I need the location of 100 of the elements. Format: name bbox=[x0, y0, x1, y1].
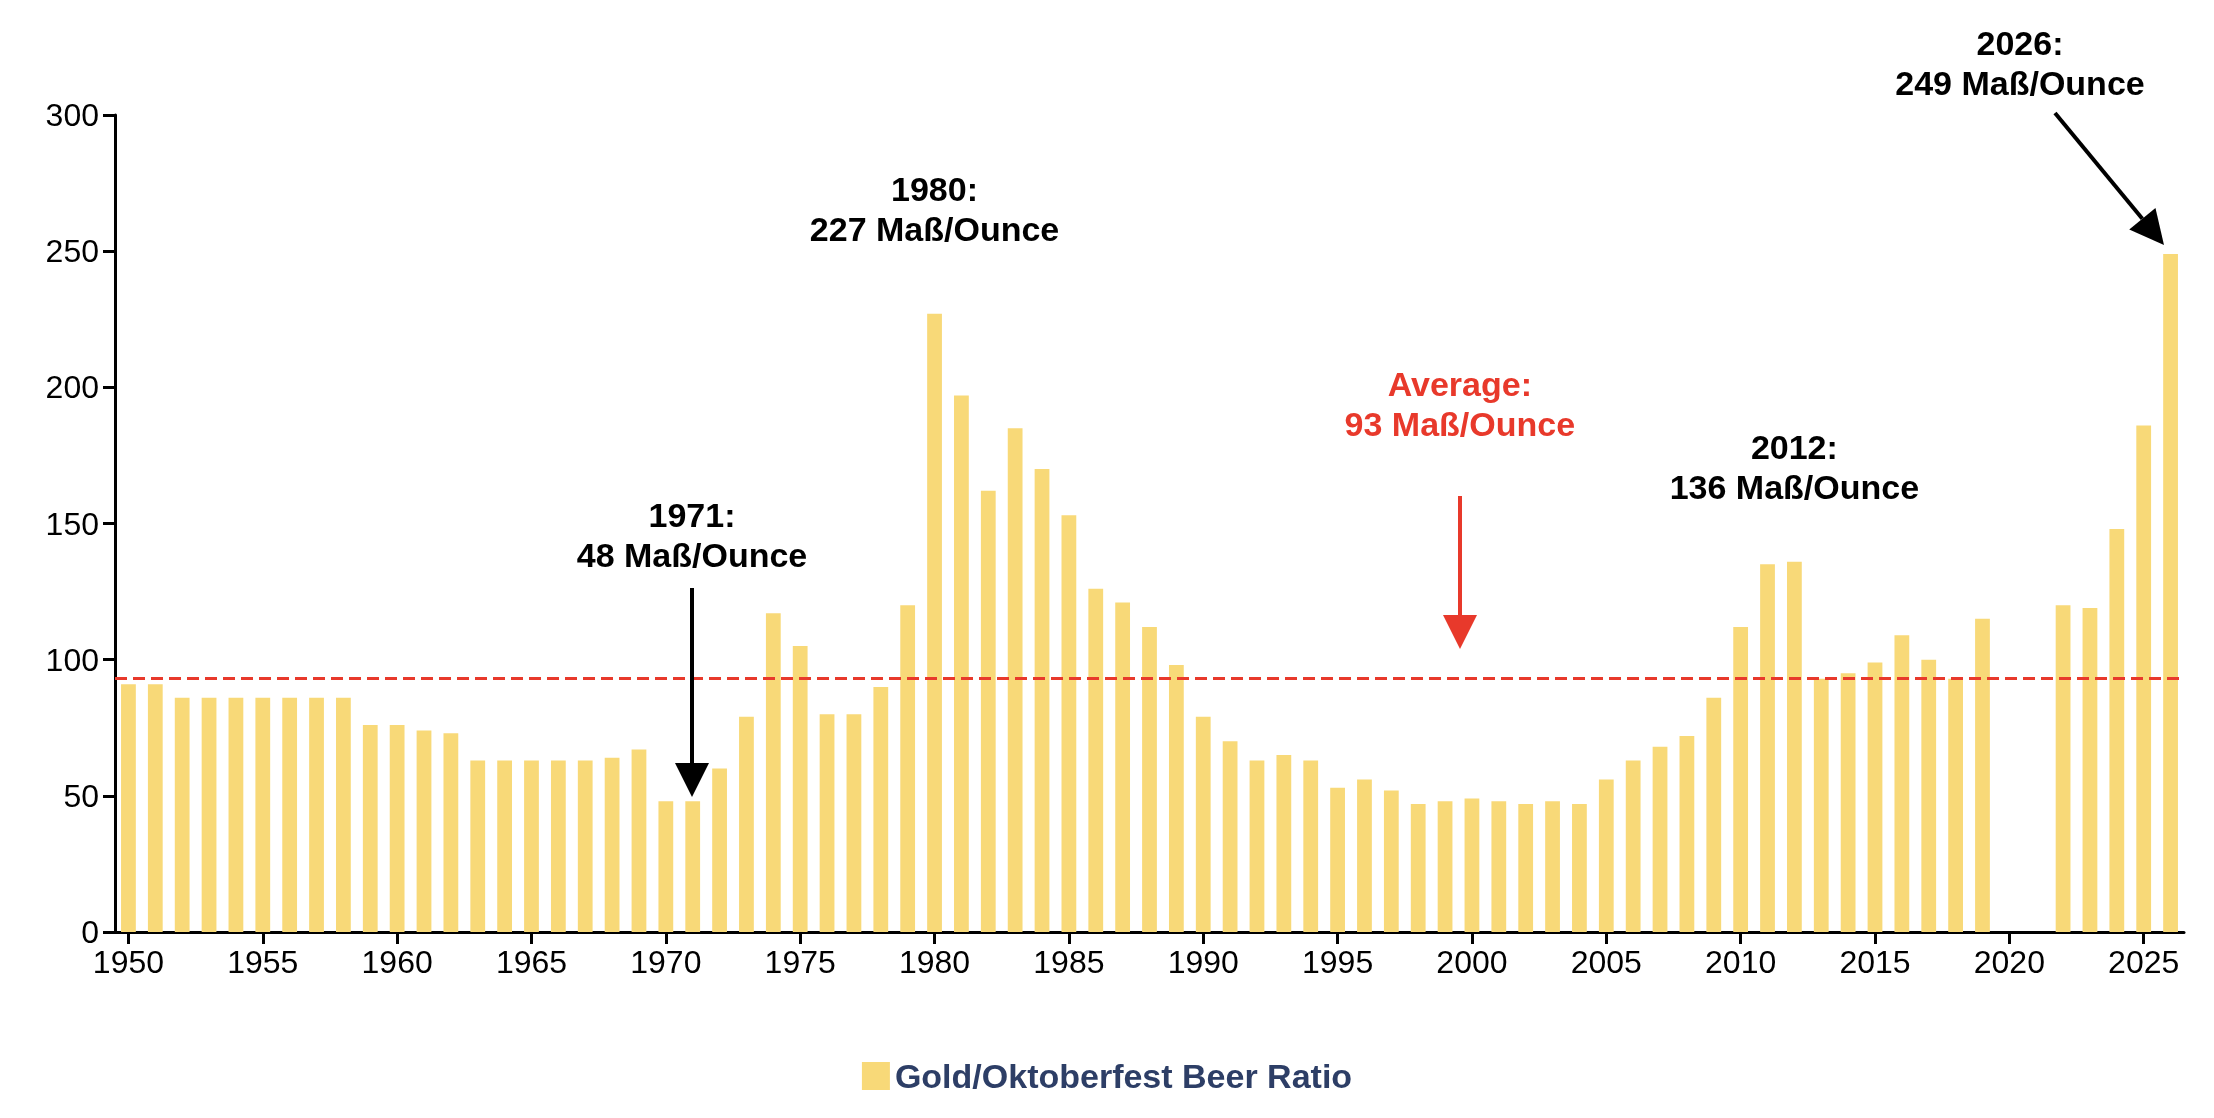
x-tick-label: 1995 bbox=[1302, 944, 1374, 980]
bar bbox=[201, 697, 217, 932]
bar bbox=[1760, 564, 1775, 932]
y-tick-label: 300 bbox=[45, 97, 99, 133]
bar bbox=[631, 749, 647, 932]
bar bbox=[685, 801, 701, 932]
x-tick-label: 2010 bbox=[1705, 944, 1777, 980]
bar bbox=[604, 757, 620, 932]
bar bbox=[174, 697, 190, 932]
bar bbox=[1652, 746, 1668, 932]
ref-line-label: Average: 93 Maß/Ounce bbox=[1344, 363, 1576, 444]
bar bbox=[1061, 515, 1077, 932]
bar bbox=[1518, 804, 1534, 932]
bar bbox=[1330, 787, 1345, 932]
bar bbox=[980, 490, 996, 932]
bar bbox=[577, 760, 593, 932]
y-tick-label: 200 bbox=[45, 369, 99, 406]
bar bbox=[1598, 779, 1614, 932]
bar bbox=[1276, 754, 1292, 932]
bar bbox=[1007, 428, 1023, 932]
bar bbox=[1115, 602, 1131, 932]
y-tick-label: 50 bbox=[63, 777, 99, 814]
bar bbox=[792, 646, 808, 932]
bar bbox=[121, 684, 136, 932]
bar bbox=[1249, 760, 1265, 932]
bar bbox=[1786, 561, 1802, 932]
bar bbox=[1679, 735, 1695, 932]
bar bbox=[1303, 760, 1319, 932]
bar bbox=[846, 714, 862, 932]
bar bbox=[819, 714, 835, 932]
bar bbox=[2082, 607, 2098, 932]
bar bbox=[927, 313, 942, 932]
bar bbox=[389, 725, 405, 932]
bar bbox=[1706, 697, 1722, 932]
bar bbox=[1867, 662, 1883, 932]
bar bbox=[1464, 798, 1480, 932]
x-tick-label: 1985 bbox=[1033, 944, 1105, 980]
bar bbox=[416, 730, 432, 932]
bar bbox=[2163, 253, 2178, 932]
bar bbox=[712, 768, 727, 932]
x-tick-label: 2020 bbox=[1973, 944, 2045, 980]
bar bbox=[1357, 779, 1372, 932]
bar bbox=[658, 801, 674, 932]
bar bbox=[1948, 678, 1963, 932]
bar bbox=[1195, 716, 1211, 932]
bar bbox=[1168, 665, 1184, 932]
annotation: 1971: 48 Maß/Ounce bbox=[576, 495, 808, 575]
x-tick-label: 1975 bbox=[764, 944, 836, 980]
legend-label: Gold/Oktoberfest Beer Ratio bbox=[894, 1057, 1353, 1095]
bar bbox=[336, 697, 351, 932]
bar bbox=[1088, 588, 1104, 932]
bar bbox=[2055, 605, 2071, 932]
bar bbox=[1572, 804, 1587, 932]
bar bbox=[1142, 626, 1157, 932]
bar bbox=[1545, 801, 1560, 932]
y-tick-label: 100 bbox=[45, 641, 99, 678]
bar bbox=[1733, 626, 1749, 932]
bar bbox=[1034, 469, 1050, 932]
bar bbox=[1383, 790, 1399, 932]
x-tick-label: 1965 bbox=[495, 944, 568, 980]
x-tick-label: 1990 bbox=[1167, 944, 1239, 980]
y-tick-label: 150 bbox=[45, 505, 99, 542]
bar bbox=[497, 760, 513, 932]
x-tick-label: 1970 bbox=[630, 944, 702, 980]
bar bbox=[1491, 801, 1507, 932]
bar bbox=[309, 697, 324, 932]
bar bbox=[873, 686, 889, 932]
bar bbox=[1840, 673, 1856, 932]
bar bbox=[1222, 741, 1238, 932]
bar bbox=[1813, 678, 1829, 932]
bar bbox=[228, 697, 244, 932]
bar bbox=[524, 760, 539, 932]
bar bbox=[1625, 760, 1641, 932]
bar bbox=[1437, 801, 1453, 932]
bar bbox=[739, 716, 754, 932]
bar bbox=[2136, 425, 2152, 932]
x-tick-label: 2000 bbox=[1436, 944, 1508, 980]
bar bbox=[1894, 635, 1910, 932]
annotation: 1980: 227 Maß/Ounce bbox=[809, 168, 1060, 249]
x-tick-label: 1955 bbox=[227, 944, 299, 980]
x-tick-label: 1980 bbox=[898, 944, 971, 980]
bar bbox=[282, 697, 298, 932]
bar bbox=[362, 725, 378, 932]
annotation: 2012: 136 Maß/Ounce bbox=[1669, 426, 1920, 507]
x-tick-label: 2025 bbox=[2108, 944, 2180, 980]
bar bbox=[1975, 618, 1990, 932]
bar bbox=[954, 395, 969, 932]
x-tick-label: 1960 bbox=[361, 944, 433, 980]
bar bbox=[550, 760, 566, 932]
x-tick-label: 2015 bbox=[1839, 944, 1911, 980]
bar bbox=[1410, 804, 1426, 932]
bar bbox=[470, 760, 486, 932]
bar bbox=[1921, 659, 1937, 932]
x-tick-label: 2005 bbox=[1570, 944, 1642, 980]
bar bbox=[147, 684, 163, 932]
y-tick-label: 250 bbox=[45, 233, 99, 270]
bar bbox=[765, 613, 781, 932]
bar bbox=[2109, 528, 2125, 932]
bar bbox=[900, 605, 916, 932]
bar bbox=[443, 733, 459, 932]
